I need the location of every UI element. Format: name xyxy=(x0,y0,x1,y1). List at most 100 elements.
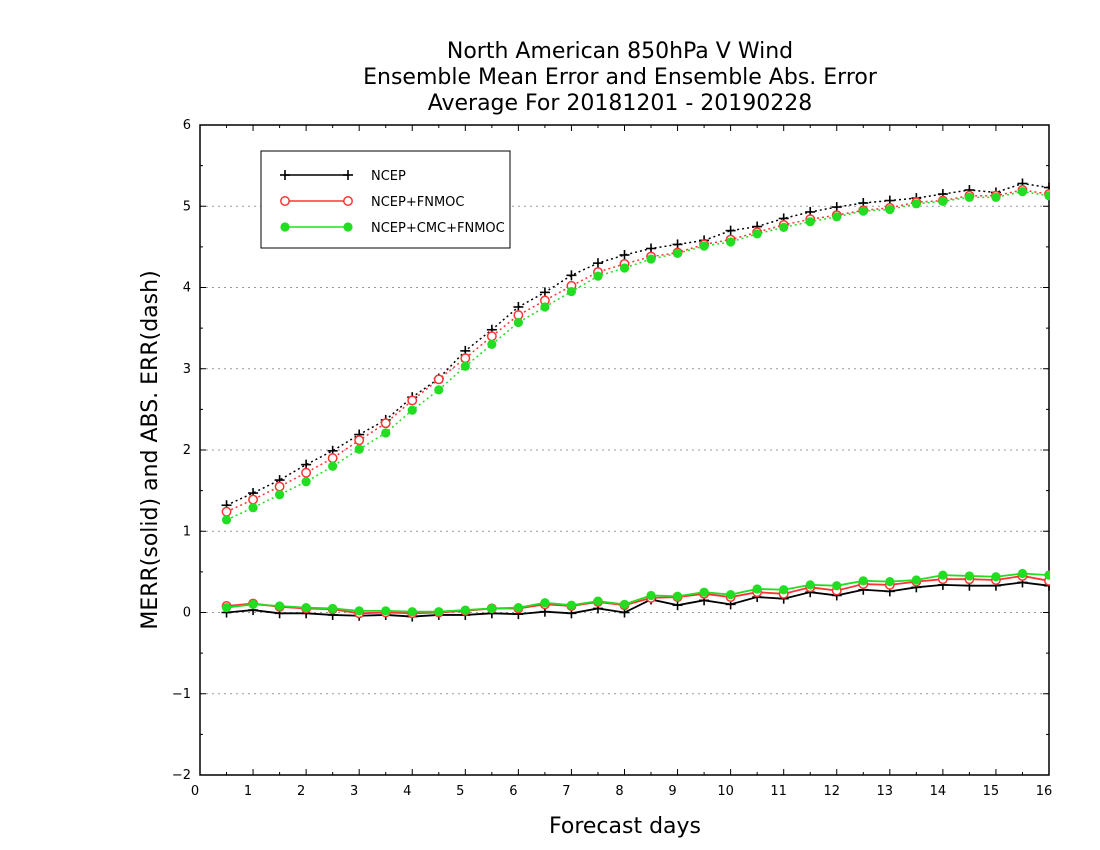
legend: NCEP NCEP+FNMOC NCEP+CMC+FNMOC xyxy=(260,150,511,249)
abs-err-point xyxy=(752,229,762,239)
mean-err-point xyxy=(619,599,630,609)
mean-err-point xyxy=(248,599,258,609)
mean-err-point xyxy=(752,584,762,594)
mean-err-point xyxy=(407,607,417,617)
abs-err-point xyxy=(619,263,630,273)
mean-err-point xyxy=(434,607,444,617)
abs-err-point xyxy=(327,453,338,464)
abs-err-point xyxy=(221,506,232,517)
y-axis-label: MERR(solid) and ABS. ERR(dash) xyxy=(138,270,163,629)
legend-label: NCEP xyxy=(371,169,406,184)
series-ncep-cmc-fnmoc xyxy=(221,187,1050,617)
abs-err-point xyxy=(593,271,603,281)
mean-err-point xyxy=(885,577,895,587)
legend-box xyxy=(260,150,511,249)
mean-err-point xyxy=(301,603,311,613)
mean-err-point xyxy=(858,576,868,586)
abs-err-point xyxy=(1044,191,1050,201)
mean-err-point xyxy=(726,590,736,600)
legend-marker xyxy=(280,196,290,206)
legend-item: NCEP+CMC+FNMOC xyxy=(280,221,505,236)
mean-err-point xyxy=(540,598,550,608)
abs-err-point xyxy=(725,225,736,236)
y-tick-label: −2 xyxy=(172,768,191,783)
x-tick-label: 13 xyxy=(877,784,894,799)
mean-err-point xyxy=(1044,570,1050,580)
chart-title-line: Ensemble Mean Error and Ensemble Abs. Er… xyxy=(363,65,878,90)
mean-err-point xyxy=(487,603,497,614)
x-tick-label: 1 xyxy=(244,784,252,799)
abs-err-point xyxy=(274,490,285,500)
abs-err-point xyxy=(487,339,497,349)
mean-err-point xyxy=(1017,568,1028,579)
x-tick-label: 9 xyxy=(668,784,676,799)
mean-err-point xyxy=(381,606,391,616)
mean-err-point xyxy=(699,587,709,597)
abs-err-point xyxy=(513,317,523,328)
x-tick-label: 11 xyxy=(770,784,787,799)
mean-err-point xyxy=(779,585,789,595)
x-tick-label: 12 xyxy=(823,784,840,799)
abs-err-point xyxy=(460,361,470,371)
x-axis: 0 1 2 3 4 5 6 7 8 9 10 11 12 13 14 15 16 xyxy=(191,125,1052,799)
mean-err-line xyxy=(226,575,1050,615)
y-tick-label: 1 xyxy=(183,524,191,539)
abs-err-point xyxy=(407,395,418,406)
chart-title-line: Average For 20181201 - 20190228 xyxy=(428,91,813,116)
mean-err-point xyxy=(805,580,815,590)
abs-err-point xyxy=(328,461,338,471)
abs-err-point xyxy=(779,222,789,232)
mean-err-point xyxy=(964,571,975,581)
abs-err-point xyxy=(619,250,630,260)
x-tick-label: 15 xyxy=(983,784,1000,799)
abs-err-point xyxy=(381,428,391,438)
y-tick-label: −1 xyxy=(172,687,191,702)
series xyxy=(221,178,1050,622)
mean-err-point xyxy=(911,575,921,585)
x-tick-label: 14 xyxy=(930,784,947,799)
abs-err-point xyxy=(274,481,285,492)
x-tick-label: 3 xyxy=(350,784,358,799)
y-axis: −2 −1 0 1 2 3 4 5 6 xyxy=(172,118,1049,783)
abs-err-point xyxy=(407,405,417,415)
legend-marker xyxy=(280,170,290,180)
x-tick-label: 0 xyxy=(191,784,199,799)
mean-err-point xyxy=(646,590,656,601)
abs-err-point xyxy=(726,237,736,247)
mean-err-point xyxy=(593,596,603,606)
legend-marker xyxy=(343,196,353,206)
series-ncep-fnmoc xyxy=(221,185,1050,619)
x-tick-label: 7 xyxy=(562,784,570,799)
abs-err-point xyxy=(248,503,258,513)
abs-err-point xyxy=(380,418,391,429)
mean-err-point xyxy=(513,603,523,613)
abs-err-point xyxy=(433,374,444,385)
legend-label: NCEP+FNMOC xyxy=(371,195,464,210)
mean-err-point xyxy=(991,572,1001,582)
x-tick-label: 6 xyxy=(509,784,517,799)
mean-err-point xyxy=(328,603,338,614)
abs-err-point xyxy=(460,353,471,364)
abs-err-point xyxy=(991,192,1001,202)
legend-marker xyxy=(343,222,353,232)
abs-err-point xyxy=(248,494,259,505)
abs-err-point xyxy=(938,196,948,206)
abs-err-point xyxy=(699,241,709,251)
abs-err-point xyxy=(885,204,895,215)
mean-err-point xyxy=(832,581,842,591)
abs-err-line xyxy=(226,182,1050,506)
x-tick-label: 4 xyxy=(403,784,411,799)
x-tick-label: 16 xyxy=(1036,784,1053,799)
abs-err-point xyxy=(911,199,921,209)
abs-err-point xyxy=(832,212,842,222)
legend-label: NCEP+CMC+FNMOC xyxy=(371,221,505,236)
abs-err-point xyxy=(566,270,577,281)
mean-err-point xyxy=(354,606,364,616)
abs-err-point xyxy=(646,254,656,264)
abs-err-point xyxy=(540,302,550,312)
y-tick-label: 5 xyxy=(183,199,191,214)
legend-item: NCEP+FNMOC xyxy=(280,195,464,210)
mean-err-point xyxy=(938,570,948,580)
